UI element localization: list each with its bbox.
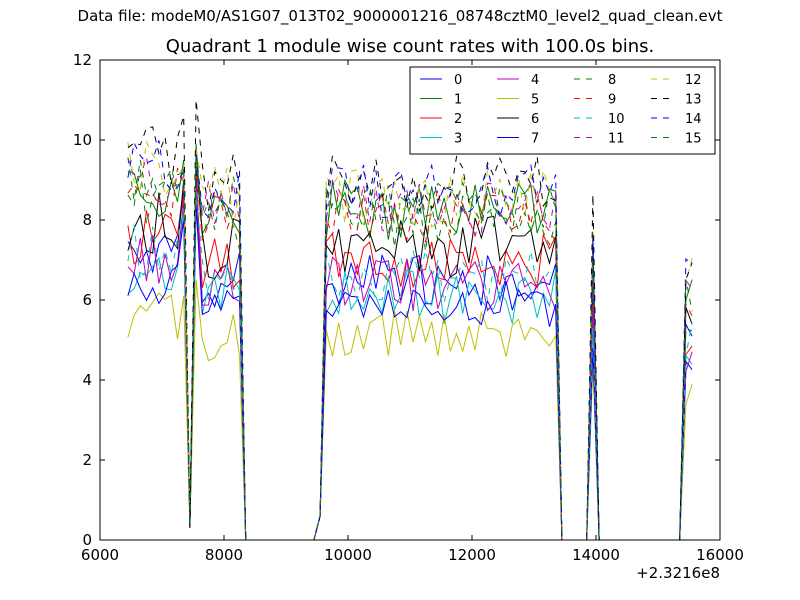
x-tick-label: 10000: [324, 546, 372, 564]
legend-label-2: 2: [454, 112, 462, 127]
legend-label-9: 9: [608, 93, 616, 108]
x-axis-offset-label: +2.3216e8: [636, 564, 720, 582]
series-line-13: [127, 99, 693, 540]
legend-label-0: 0: [454, 73, 462, 88]
x-tick-label: 16000: [696, 546, 744, 564]
legend-label-4: 4: [531, 73, 539, 88]
x-tick-label: 6000: [81, 546, 119, 564]
legend-label-8: 8: [608, 73, 616, 88]
legend-label-7: 7: [531, 132, 539, 147]
y-tick-label: 4: [82, 371, 92, 389]
y-tick-label: 10: [73, 131, 92, 149]
legend-label-13: 13: [685, 93, 702, 108]
series-line-7: [127, 203, 693, 540]
legend-box: [409, 66, 716, 155]
data-file-title: Data file: modeM0/AS1G07_013T02_90000012…: [77, 7, 723, 25]
series-line-14: [127, 140, 693, 540]
y-tick-label: 0: [82, 531, 92, 549]
series-line-11: [127, 157, 693, 540]
x-tick-label: 8000: [205, 546, 243, 564]
legend-label-5: 5: [531, 93, 539, 108]
legend-label-10: 10: [608, 112, 625, 127]
legend-label-12: 12: [685, 73, 702, 88]
series-line-8: [127, 155, 693, 540]
series-line-5: [127, 279, 693, 540]
series-line-2: [127, 179, 693, 540]
series-line-15: [127, 155, 693, 540]
chart-title: Quadrant 1 module wise count rates with …: [165, 36, 655, 57]
legend-label-11: 11: [608, 132, 625, 147]
legend-label-6: 6: [531, 112, 539, 127]
y-tick-label: 6: [82, 291, 92, 309]
legend-label-14: 14: [685, 112, 702, 127]
legend-label-15: 15: [685, 132, 702, 147]
series-line-10: [127, 191, 693, 540]
x-tick-label: 14000: [572, 546, 620, 564]
series-line-9: [127, 167, 693, 540]
series-layer: [127, 99, 693, 540]
y-tick-label: 8: [82, 211, 92, 229]
y-tick-label: 12: [73, 51, 92, 69]
legend-label-1: 1: [454, 93, 462, 108]
series-line-12: [127, 140, 693, 540]
legend-label-3: 3: [454, 132, 462, 147]
series-line-4: [127, 183, 693, 540]
y-tick-label: 2: [82, 451, 92, 469]
x-tick-label: 12000: [448, 546, 496, 564]
